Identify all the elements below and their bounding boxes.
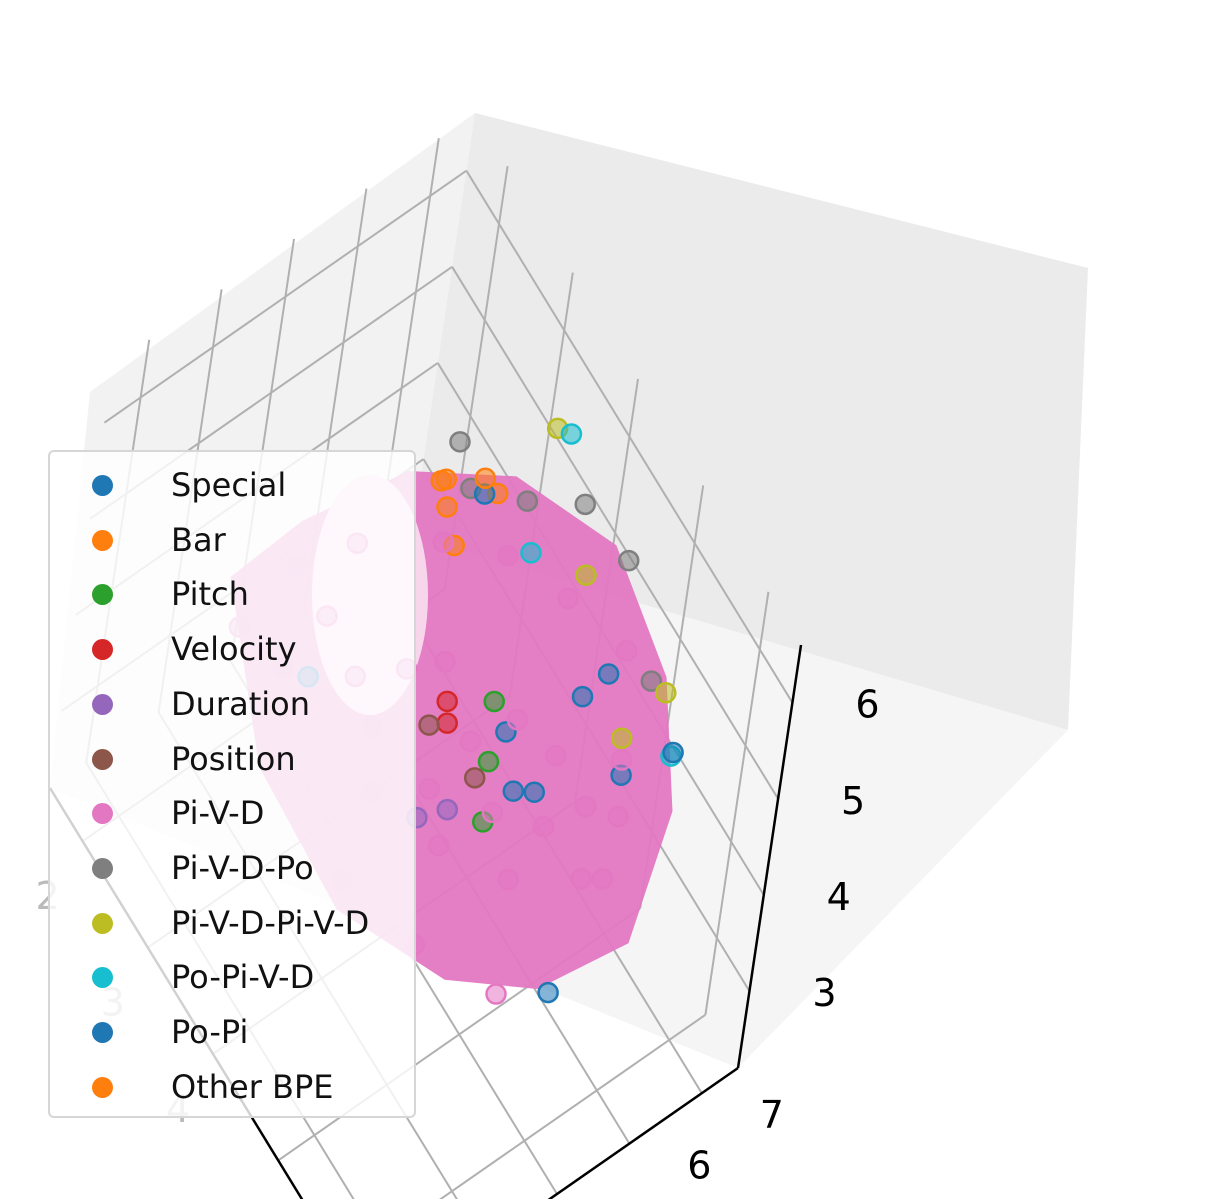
point-pi-v-d-pi-v-d (655, 682, 677, 704)
point-pi-v-d-po (617, 549, 640, 572)
point-pi-v-d-po (574, 493, 596, 516)
point-pi-v-d (607, 805, 629, 828)
z-tick-label: 4 (827, 875, 851, 919)
point-special (571, 685, 594, 708)
point-pi-v-d (591, 868, 614, 890)
y-axis-line (547, 1066, 739, 1199)
legend-item: Pi-V-D-Pi-V-D (50, 903, 414, 943)
point-special (502, 780, 525, 802)
grid-line-z-back (451, 266, 779, 800)
point-pi-v-d (434, 651, 456, 673)
legend-item: Pitch (50, 574, 414, 614)
legend-label: Pitch (171, 575, 249, 614)
point-pi-v-d (459, 730, 482, 753)
point-pitch (477, 750, 500, 773)
point-velocity (436, 690, 458, 713)
x-tick-label: 5 (231, 1193, 255, 1199)
legend-marker-icon (92, 803, 113, 825)
legend-label: Pi-V-D (171, 794, 265, 833)
point-pi-v-d (481, 801, 504, 824)
legend-label: Position (171, 739, 296, 778)
point-po-pi-v-d (520, 542, 542, 564)
legend-marker-icon (92, 693, 113, 715)
z-tick-label: 5 (841, 779, 865, 823)
y-tick-label: 5 (615, 1194, 639, 1199)
point-position (463, 767, 486, 789)
legend-label: Bar (171, 520, 226, 559)
legend-marker-icon (92, 748, 113, 770)
point-pi-v-d (506, 709, 529, 731)
point-velocity (436, 712, 458, 734)
grid-line-z-back (465, 170, 794, 704)
legend-item: Pi-V-D (50, 793, 414, 833)
legend-label: Special (171, 466, 287, 504)
legend: Special Bar Pitch Velocity Duration Position P… (48, 450, 416, 1118)
legend-marker-icon (92, 857, 113, 879)
legend-item: Bar (50, 520, 414, 560)
point-pi-v-d-po (516, 490, 539, 512)
point-po-pi-v-d (560, 423, 583, 445)
legend-item: Po-Pi (50, 1012, 414, 1052)
legend-item: Position (50, 739, 414, 779)
point-duration (436, 798, 459, 821)
legend-marker-icon (92, 639, 113, 661)
legend-item: Po-Pi-V-D (50, 957, 414, 997)
z-axis-line (736, 644, 803, 1069)
legend-marker-icon (92, 584, 113, 606)
legend-item: Velocity (50, 629, 414, 669)
point-pi-v-d (485, 983, 507, 1005)
legend-item: Special (50, 465, 414, 505)
point-pi-v-d-pi-v-d (610, 727, 633, 749)
grid-line-z-left (103, 169, 467, 424)
point-pitch (483, 690, 505, 713)
point-bar (436, 496, 458, 518)
legend-marker-icon (92, 912, 113, 934)
point-pi-v-d (497, 545, 519, 567)
legend-marker-icon (92, 1076, 113, 1098)
legend-label: Pi-V-D-Pi-V-D (171, 903, 370, 942)
legend-label: Pi-V-D-Po (171, 848, 314, 887)
legend-item: Other BPE (50, 1067, 414, 1107)
point-other-bpe (474, 467, 497, 490)
y-tick-label: 6 (687, 1144, 711, 1188)
legend-label: Po-Pi-V-D (171, 958, 315, 997)
legend-item: Pi-V-D-Po (50, 848, 414, 888)
grid-line-x-back (704, 591, 770, 1015)
legend-label: Po-Pi (171, 1013, 249, 1051)
point-special (523, 781, 545, 803)
point-other-bpe (430, 469, 452, 492)
point-pi-v-d (545, 745, 567, 767)
point-pi-v-d (432, 531, 455, 553)
point-pi-v-d (418, 778, 441, 800)
legend-marker-icon (92, 1022, 113, 1043)
point-pi-v-d (574, 795, 597, 818)
point-special (597, 663, 620, 685)
legend-marker-icon (92, 529, 113, 551)
point-pi-v-d (497, 868, 519, 891)
legend-label: Other BPE (171, 1067, 334, 1106)
legend-label: Velocity (171, 630, 297, 669)
point-special (537, 981, 559, 1004)
point-pi-v-d (570, 868, 593, 890)
point-pi-v-d (610, 749, 633, 771)
z-tick-label: 6 (855, 683, 879, 727)
y-tick-label: 7 (760, 1093, 784, 1137)
point-pi-v-d-po (640, 670, 663, 692)
point-pi-v-d-pi-v-d (575, 564, 597, 586)
point-po-pi (662, 741, 684, 764)
point-position (418, 714, 440, 736)
z-tick-label: 3 (812, 971, 836, 1015)
legend-marker-icon (92, 475, 113, 496)
point-pi-v-d-po (449, 431, 471, 453)
legend-item: Duration (50, 684, 414, 724)
legend-label: Duration (171, 684, 310, 723)
point-pi-v-d (427, 834, 450, 857)
point-pi-v-d (532, 815, 555, 838)
point-pi-v-d (557, 587, 579, 610)
point-pi-v-d (615, 639, 638, 662)
legend-marker-icon (92, 967, 113, 989)
